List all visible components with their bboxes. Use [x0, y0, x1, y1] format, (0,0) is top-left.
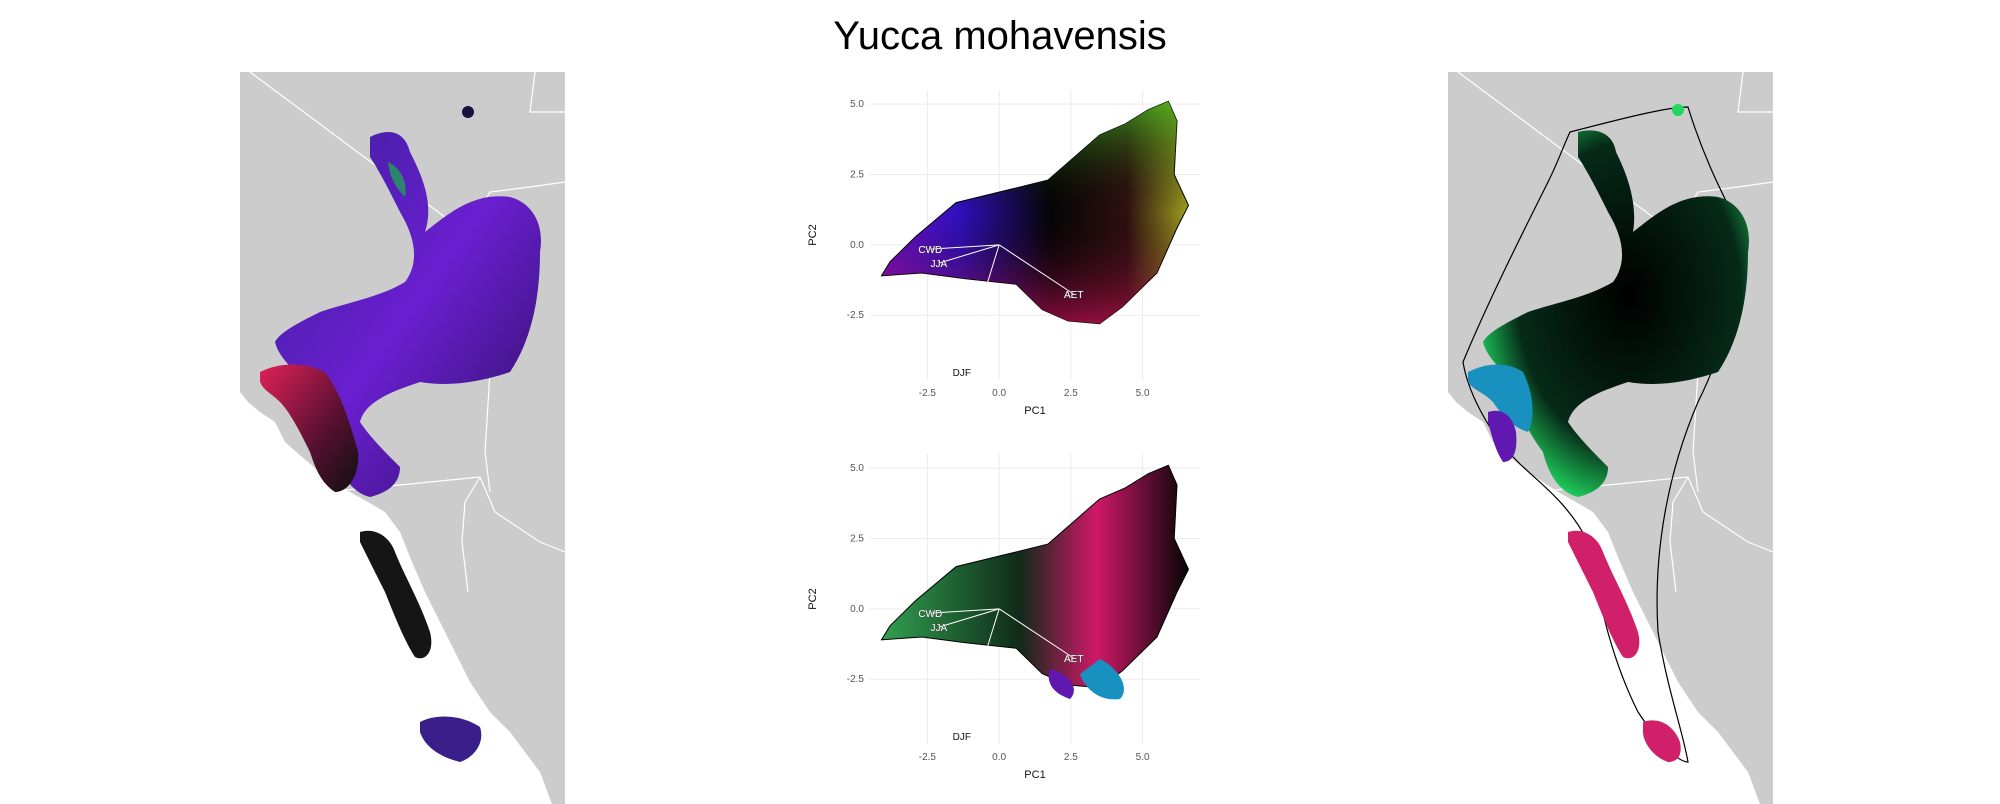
x-tick-label: 2.5 [1064, 752, 1078, 763]
x-tick-label: 0.0 [992, 388, 1006, 399]
loading-labels: CWD JJA AET DJF [918, 609, 1084, 743]
loading-label-jja: JJA [931, 259, 948, 270]
loading-label-cwd: CWD [918, 609, 942, 620]
right-map-range [1468, 104, 1749, 762]
loading-vectors [930, 244, 1075, 367]
loading-vector-cwd [930, 244, 1000, 250]
loading-vector-aet [998, 608, 1075, 659]
y-tick-label: 0.0 [850, 604, 864, 615]
y-tick-label: 5.0 [850, 99, 864, 110]
left-range-map [240, 72, 570, 804]
x-tick-label: -2.5 [919, 752, 937, 763]
loading-label-djf: DJF [953, 732, 971, 743]
x-tick-label: 2.5 [1064, 388, 1078, 399]
loading-vector-jja [938, 244, 1000, 264]
x-tick-label: -2.5 [919, 388, 937, 399]
x-axis-label: PC1 [1024, 769, 1045, 781]
y-tick-label: 5.0 [850, 463, 864, 474]
loading-vectors [930, 608, 1075, 731]
x-axis-ticks: -2.5 0.0 2.5 5.0 [919, 752, 1150, 763]
point-cloud [880, 100, 1190, 325]
x-axis-ticks: -2.5 0.0 2.5 5.0 [919, 388, 1150, 399]
loading-vector-djf [961, 608, 1000, 731]
y-axis-ticks: 5.0 2.5 0.0 -2.5 [847, 99, 865, 321]
x-axis-label: PC1 [1024, 405, 1045, 417]
right-range-map [1448, 72, 1778, 804]
loading-vector-aet [998, 244, 1075, 295]
y-tick-label: 0.0 [850, 240, 864, 251]
loading-label-cwd: CWD [918, 245, 942, 256]
x-tick-label: 5.0 [1136, 388, 1150, 399]
y-tick-label: -2.5 [847, 674, 865, 685]
left-map-range [260, 106, 541, 762]
loading-label-jja: JJA [931, 623, 948, 634]
y-tick-label: 2.5 [850, 533, 864, 544]
loading-labels: CWD JJA AET DJF [918, 245, 1084, 379]
x-tick-label: 5.0 [1136, 752, 1150, 763]
y-tick-label: 2.5 [850, 169, 864, 180]
loading-vector-jja [938, 608, 1000, 628]
loading-vector-cwd [930, 608, 1000, 614]
loading-label-aet: AET [1064, 654, 1083, 665]
point-cloud [880, 464, 1190, 700]
y-tick-label: -2.5 [847, 310, 865, 321]
loading-label-djf: DJF [953, 368, 971, 379]
loading-label-aet: AET [1064, 290, 1083, 301]
y-axis-ticks: 5.0 2.5 0.0 -2.5 [847, 463, 865, 685]
x-tick-label: 0.0 [992, 752, 1006, 763]
loading-vector-djf [961, 244, 1000, 367]
y-axis-label: PC2 [807, 588, 819, 609]
figure-title: Yucca mohavensis [833, 14, 1167, 58]
y-axis-label: PC2 [807, 224, 819, 245]
